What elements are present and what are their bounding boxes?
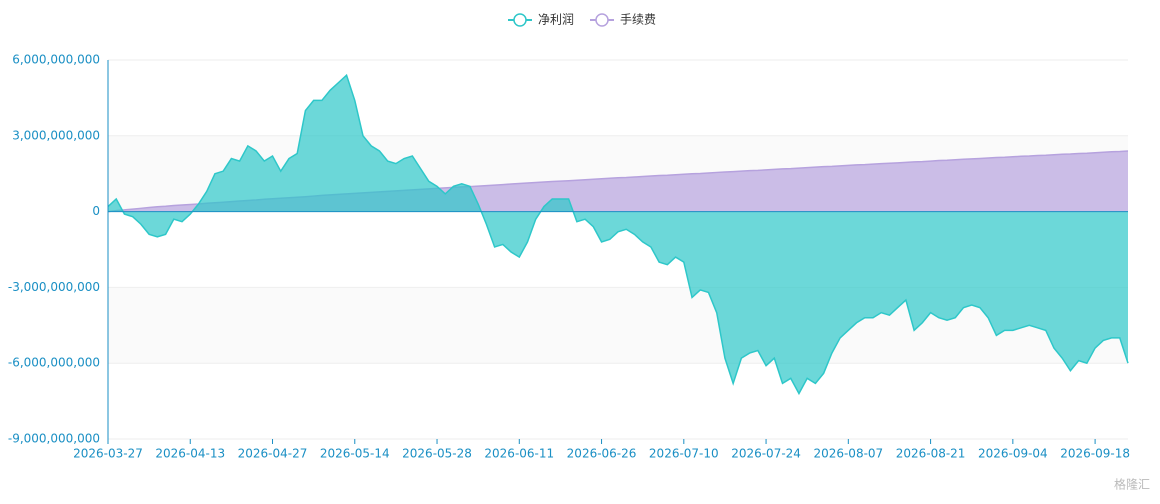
- legend-label: 手续费: [620, 13, 656, 27]
- legend-marker: [513, 13, 527, 27]
- x-tick-label: 2026-09-04: [978, 447, 1048, 461]
- x-tick-label: 2026-07-24: [731, 447, 801, 461]
- x-tick-label: 2026-07-10: [649, 447, 719, 461]
- y-tick-label: 0: [92, 204, 100, 218]
- area: [108, 75, 1128, 394]
- x-tick-label: 2026-05-14: [320, 447, 390, 461]
- legend-marker: [595, 13, 609, 27]
- line: [107, 73, 1129, 396]
- x-tick-label: 2026-05-28: [402, 447, 472, 461]
- watermark: 格隆汇: [1114, 477, 1150, 492]
- x-tick-label: 2026-04-27: [238, 447, 308, 461]
- y-tick-label: -6,000,000,000: [8, 356, 100, 370]
- x-tick-label: 2026-09-18: [1060, 447, 1130, 461]
- x-tick-label: 2026-08-21: [896, 447, 966, 461]
- grid-band: [108, 363, 1128, 439]
- x-tick-label: 2026-03-27: [73, 447, 143, 461]
- y-tick-label: 3,000,000,000: [12, 128, 100, 142]
- legend-label: 净利润: [538, 13, 574, 27]
- x-tick-label: 2026-06-11: [484, 447, 554, 461]
- y-tick-label: 6,000,000,000: [12, 53, 100, 67]
- x-tick-label: 2026-04-13: [155, 447, 225, 461]
- y-tick-label: -9,000,000,000: [8, 432, 100, 446]
- x-tick-label: 2026-06-26: [567, 447, 637, 461]
- grid-band: [108, 60, 1128, 136]
- x-tick-label: 2026-08-07: [813, 447, 883, 461]
- y-tick-label: -3,000,000,000: [8, 280, 100, 294]
